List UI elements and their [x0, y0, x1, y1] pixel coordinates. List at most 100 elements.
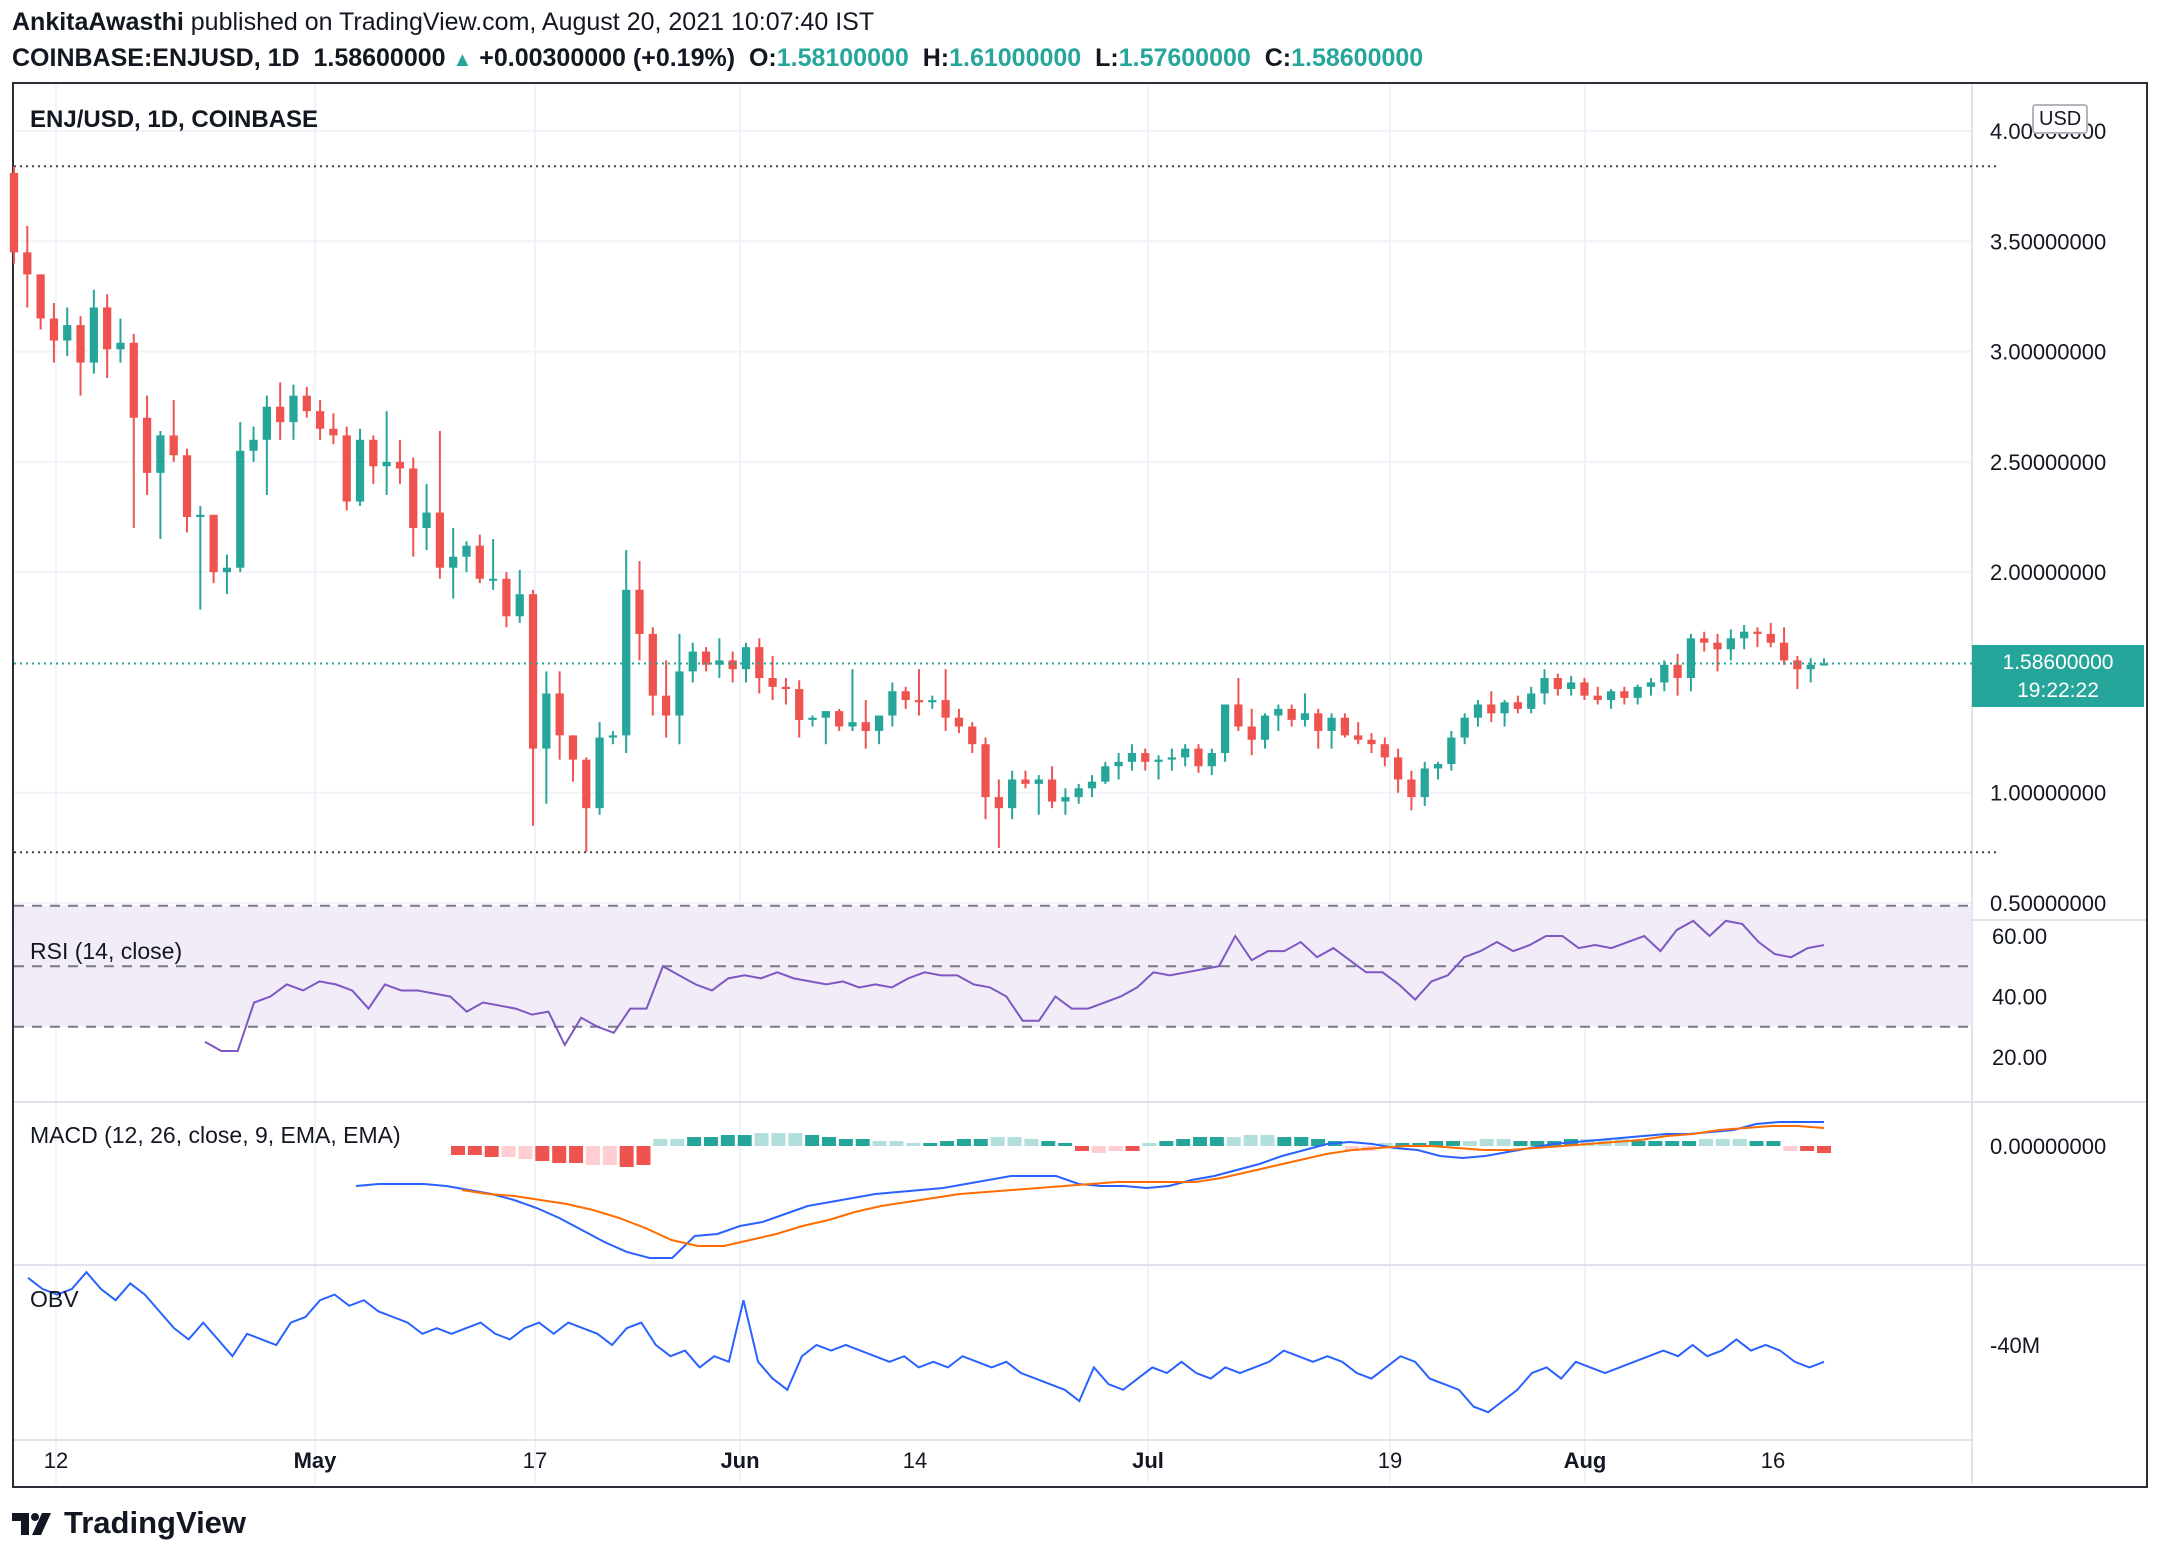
candle	[488, 539, 498, 590]
candle-body	[1540, 678, 1549, 694]
candle	[781, 678, 791, 705]
macd-histogram-bar	[1260, 1135, 1275, 1146]
macd-histogram-bar	[720, 1135, 735, 1146]
candle	[502, 572, 511, 628]
candle	[1700, 631, 1709, 652]
candle-body	[1008, 779, 1017, 809]
macd-histogram-bar	[1732, 1139, 1747, 1146]
candle	[1487, 691, 1496, 723]
open-label: O:	[748, 44, 777, 72]
candle	[329, 413, 338, 445]
macd-histogram-bar	[619, 1146, 634, 1167]
candle-body	[1447, 737, 1456, 765]
candle-body	[648, 633, 657, 696]
macd-histogram-bar	[687, 1137, 702, 1146]
macd-histogram-bar	[1193, 1137, 1208, 1146]
candle-body	[1207, 753, 1216, 767]
macd-histogram-bar	[1412, 1143, 1427, 1146]
candle	[262, 395, 271, 495]
candle	[662, 660, 671, 738]
macd-histogram-bar	[1665, 1141, 1680, 1146]
candle	[608, 730, 618, 745]
candle-body	[994, 797, 1003, 809]
candle	[1660, 660, 1669, 692]
time-axis-label: 14	[903, 1448, 927, 1473]
candle-body	[23, 252, 32, 275]
macd-histogram-bar	[990, 1137, 1005, 1146]
macd-histogram-bar	[1125, 1146, 1140, 1151]
candle-body	[568, 735, 578, 760]
macd-histogram-bar	[467, 1146, 482, 1155]
candle	[36, 274, 45, 330]
currency-badge[interactable]: USD	[2032, 104, 2089, 134]
candle-body	[355, 439, 365, 502]
candle	[369, 435, 378, 484]
candle	[236, 422, 245, 573]
candle	[981, 737, 990, 820]
candle	[1753, 627, 1762, 648]
macd-histogram-bar	[1142, 1143, 1157, 1146]
candle-body	[209, 514, 218, 573]
brand-name: TradingView	[64, 1505, 247, 1540]
candle	[861, 700, 870, 749]
macd-histogram-bar	[1378, 1143, 1393, 1146]
candle-body	[1300, 713, 1310, 720]
candle	[1008, 770, 1017, 820]
tradingview-logo[interactable]: TradingView	[12, 1505, 246, 1541]
candle-body	[1779, 642, 1789, 661]
candle	[595, 722, 604, 815]
candle-body	[608, 735, 618, 738]
candle	[1194, 744, 1203, 773]
macd-histogram-bar	[838, 1139, 853, 1146]
candle	[49, 303, 59, 363]
candle-body	[1580, 682, 1589, 696]
candle-body	[1340, 717, 1350, 736]
candle-body	[1646, 682, 1656, 687]
candle-body	[156, 435, 165, 473]
candle	[1141, 748, 1150, 771]
candle	[1460, 713, 1469, 745]
candle-body	[449, 556, 458, 568]
candle	[1127, 744, 1137, 771]
candle	[1340, 713, 1350, 738]
candle	[222, 554, 232, 595]
macd-histogram-bar	[1479, 1139, 1494, 1146]
bar-countdown: 19:22:22	[2017, 679, 2099, 702]
price-axis-label: 1.00000000	[1990, 781, 2106, 806]
candle-body	[1327, 717, 1336, 731]
macd-histogram-bar	[1243, 1135, 1258, 1146]
publish-info: AnkitaAwasthi published on TradingView.c…	[12, 8, 874, 37]
candle	[622, 550, 631, 754]
candle	[342, 426, 351, 511]
candle	[874, 715, 884, 745]
candle	[701, 647, 711, 672]
candle	[449, 528, 458, 599]
candle-body	[1433, 764, 1443, 769]
last-price-tag: 1.58600000 19:22:22	[1972, 645, 2144, 707]
candle	[1234, 678, 1243, 731]
candle	[1593, 686, 1602, 705]
macd-histogram-bar	[585, 1146, 600, 1165]
candle-body	[1713, 642, 1722, 650]
macd-histogram-bar	[1445, 1141, 1460, 1146]
candle-body	[768, 678, 777, 687]
candle	[1793, 655, 1802, 690]
price-axis-label: 3.00000000	[1990, 340, 2106, 365]
time-axis-label: 12	[44, 1448, 68, 1473]
candle	[1247, 708, 1256, 756]
candle-body	[1380, 744, 1389, 758]
candle-body	[1194, 748, 1203, 767]
macd-histogram-bar	[670, 1139, 685, 1146]
candle-body	[848, 722, 857, 727]
time-axis-label: 16	[1761, 1448, 1785, 1473]
macd-signal-line	[461, 1125, 1825, 1247]
macd-histogram-bar	[1311, 1139, 1326, 1146]
candle-body	[236, 450, 245, 568]
candle	[1047, 766, 1057, 809]
candle	[1447, 730, 1456, 771]
rsi-axis-label: 60.00	[1992, 924, 2047, 949]
candle	[582, 757, 591, 853]
macd-histogram-bar	[518, 1146, 533, 1159]
macd-histogram-bar	[1108, 1146, 1123, 1151]
